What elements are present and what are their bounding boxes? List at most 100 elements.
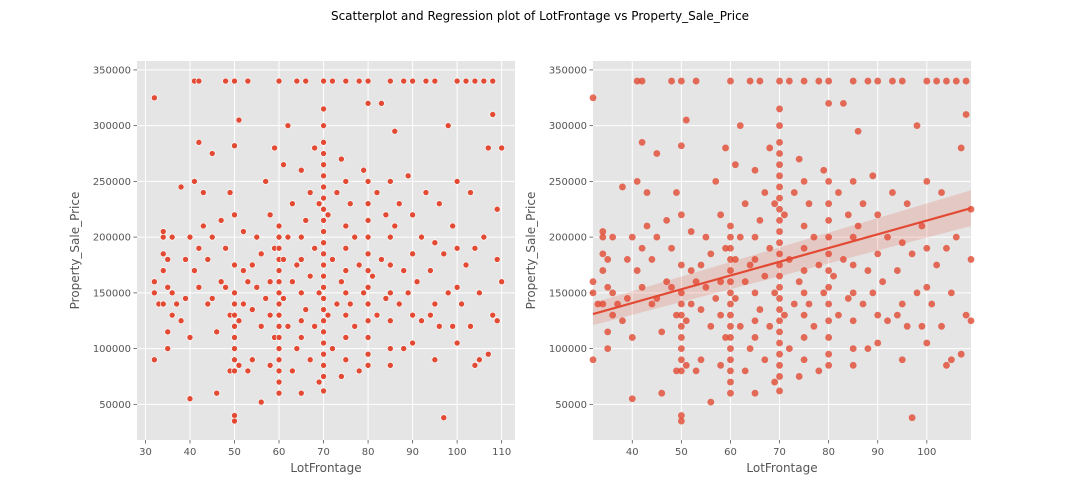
data-point [409, 211, 416, 219]
data-point [874, 250, 882, 258]
data-point [677, 322, 685, 330]
data-point [673, 189, 680, 196]
data-point [159, 267, 167, 274]
data-point [342, 334, 350, 341]
data-point [342, 267, 350, 274]
data-point [727, 389, 734, 397]
data-point [677, 417, 685, 425]
data-point [395, 300, 403, 308]
data-point [923, 177, 931, 185]
data-point [839, 256, 847, 263]
data-point [727, 334, 734, 341]
data-point [320, 373, 327, 380]
data-point [933, 261, 941, 269]
data-point [825, 99, 833, 107]
y-tick-label: 200000 [549, 233, 587, 244]
data-point [776, 306, 783, 313]
data-point [623, 256, 631, 263]
data-point [275, 233, 283, 241]
data-point [599, 267, 607, 274]
data-point [231, 367, 238, 375]
data-point [275, 77, 283, 85]
data-point [589, 289, 597, 297]
data-point [320, 172, 327, 180]
data-point [213, 328, 220, 336]
data-point [893, 311, 901, 319]
data-point [231, 356, 238, 364]
data-point [231, 345, 238, 352]
data-point [489, 111, 497, 118]
data-point [761, 189, 769, 196]
data-point [844, 211, 852, 219]
data-point [589, 278, 597, 286]
data-point [476, 356, 483, 364]
data-point [599, 228, 607, 235]
data-point [712, 295, 720, 302]
data-point [235, 116, 243, 124]
data-point [643, 222, 651, 230]
data-point [741, 200, 749, 208]
data-point [168, 311, 176, 319]
data-point [342, 244, 350, 252]
data-point [776, 228, 783, 235]
data-point [638, 77, 646, 85]
data-point [928, 300, 936, 308]
data-point [324, 211, 332, 219]
data-point [727, 233, 734, 241]
data-point [231, 77, 238, 85]
data-point [476, 289, 483, 297]
data-point [943, 77, 950, 85]
data-point [311, 144, 318, 152]
data-point [746, 261, 754, 269]
data-point [266, 211, 274, 219]
data-point [781, 211, 788, 219]
data-point [604, 345, 612, 352]
data-point [231, 334, 238, 341]
data-point [342, 77, 350, 85]
data-point [364, 77, 372, 85]
data-point [151, 356, 158, 364]
data-point [687, 228, 695, 235]
data-point [825, 350, 833, 358]
data-point [702, 233, 710, 241]
data-point [717, 361, 725, 369]
data-point [825, 317, 833, 325]
data-point [275, 334, 283, 341]
data-point [266, 311, 274, 319]
data-point [355, 77, 363, 85]
data-point [677, 412, 685, 419]
data-point [315, 378, 323, 386]
data-point [493, 317, 501, 325]
ticks-right: 40 50 60 70 80 90 100 50000 100000 150000 200000 25… [549, 65, 937, 458]
data-point [707, 398, 715, 406]
data-point [849, 361, 857, 369]
data-point [795, 155, 803, 163]
data-point [333, 300, 341, 308]
data-point [589, 356, 597, 364]
data-point [668, 77, 675, 85]
data-point [164, 328, 172, 336]
data-point [692, 367, 700, 375]
data-point [727, 367, 734, 375]
data-point [776, 387, 783, 395]
data-point [351, 233, 359, 241]
data-point [864, 345, 872, 352]
x-tick-label: 30 [139, 447, 152, 458]
data-point [943, 361, 950, 369]
data-point [275, 356, 283, 364]
data-point [776, 161, 783, 169]
data-point [771, 200, 779, 208]
data-point [589, 94, 597, 102]
data-point [923, 77, 931, 85]
data-point [884, 317, 891, 325]
data-point [756, 77, 764, 85]
data-point [289, 200, 296, 207]
data-point [493, 256, 501, 263]
data-point [653, 233, 661, 241]
data-point [677, 77, 685, 85]
data-point [231, 322, 238, 330]
data-point [195, 283, 203, 291]
data-point [320, 228, 327, 235]
y-tick-label: 350000 [549, 65, 587, 76]
data-point [677, 142, 685, 150]
